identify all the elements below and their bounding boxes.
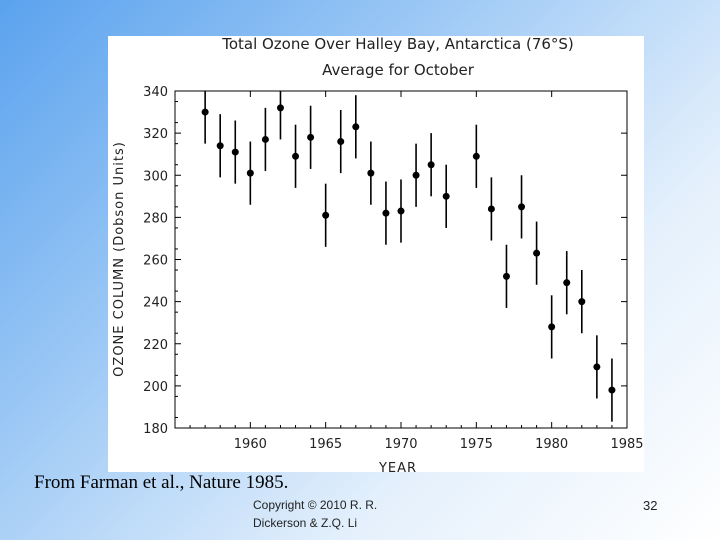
x-tick-label: 1985 — [610, 437, 643, 452]
data-point — [231, 148, 239, 156]
data-point — [502, 272, 510, 280]
x-tick-label: 1965 — [309, 437, 342, 452]
y-tick-label: 320 — [143, 127, 168, 142]
x-axis-label: YEAR — [378, 461, 417, 472]
data-point — [412, 171, 420, 179]
chart-title: Total Ozone Over Halley Bay, Antarctica … — [221, 36, 574, 53]
x-tick-label: 1970 — [384, 437, 417, 452]
x-tick-label: 1975 — [460, 437, 493, 452]
y-tick-label: 220 — [143, 338, 168, 353]
data-point — [246, 169, 254, 177]
data-point — [608, 386, 616, 394]
data-point — [442, 192, 450, 200]
x-axis: 1960 1965 1970 1975 1980 1985 — [189, 91, 644, 452]
data-points — [201, 91, 616, 422]
copyright-text: Copyright © 2010 R. R. Dickerson & Z.Q. … — [253, 496, 453, 532]
data-point — [307, 133, 315, 141]
data-point — [322, 211, 330, 219]
data-point — [261, 135, 269, 143]
x-tick-label: 1980 — [535, 437, 568, 452]
y-tick-label: 280 — [143, 211, 168, 226]
x-tick-label: 1960 — [234, 437, 267, 452]
data-point — [563, 279, 571, 287]
y-tick-label: 300 — [143, 169, 168, 184]
plot-frame — [174, 90, 628, 429]
data-point — [578, 298, 586, 306]
copyright-line-2: Dickerson & Z.Q. Li — [253, 516, 358, 530]
data-point — [352, 123, 360, 131]
y-tick-label: 180 — [143, 422, 168, 437]
data-point — [276, 104, 284, 112]
chart-panel: Total Ozone Over Halley Bay, Antarctica … — [108, 36, 644, 472]
y-tick-label: 340 — [143, 85, 168, 100]
data-point — [533, 249, 541, 257]
data-point — [201, 108, 209, 116]
data-point — [472, 152, 480, 160]
data-point — [427, 161, 435, 169]
y-tick-label: 200 — [143, 380, 168, 395]
y-axis: 180 200 220 240 260 280 300 320 340 — [143, 85, 627, 437]
data-point — [548, 323, 556, 331]
chart-subtitle: Average for October — [322, 61, 475, 79]
citation-text: From Farman et al., Nature 1985. — [34, 472, 289, 493]
y-tick-label: 260 — [143, 254, 168, 269]
data-point — [216, 142, 224, 150]
data-point — [518, 203, 526, 211]
data-point — [382, 209, 390, 217]
data-point — [593, 363, 601, 371]
data-point — [367, 169, 375, 177]
data-point — [397, 207, 405, 215]
slide-number: 32 — [643, 498, 658, 513]
y-axis-label: OZONE COLUMN (Dobson Units) — [112, 141, 127, 377]
data-point — [337, 138, 345, 146]
ozone-chart: Total Ozone Over Halley Bay, Antarctica … — [112, 36, 644, 472]
y-tick-label: 240 — [143, 296, 168, 311]
copyright-line-1: Copyright © 2010 R. R. — [253, 498, 378, 512]
data-point — [292, 152, 300, 160]
data-point — [487, 205, 495, 213]
